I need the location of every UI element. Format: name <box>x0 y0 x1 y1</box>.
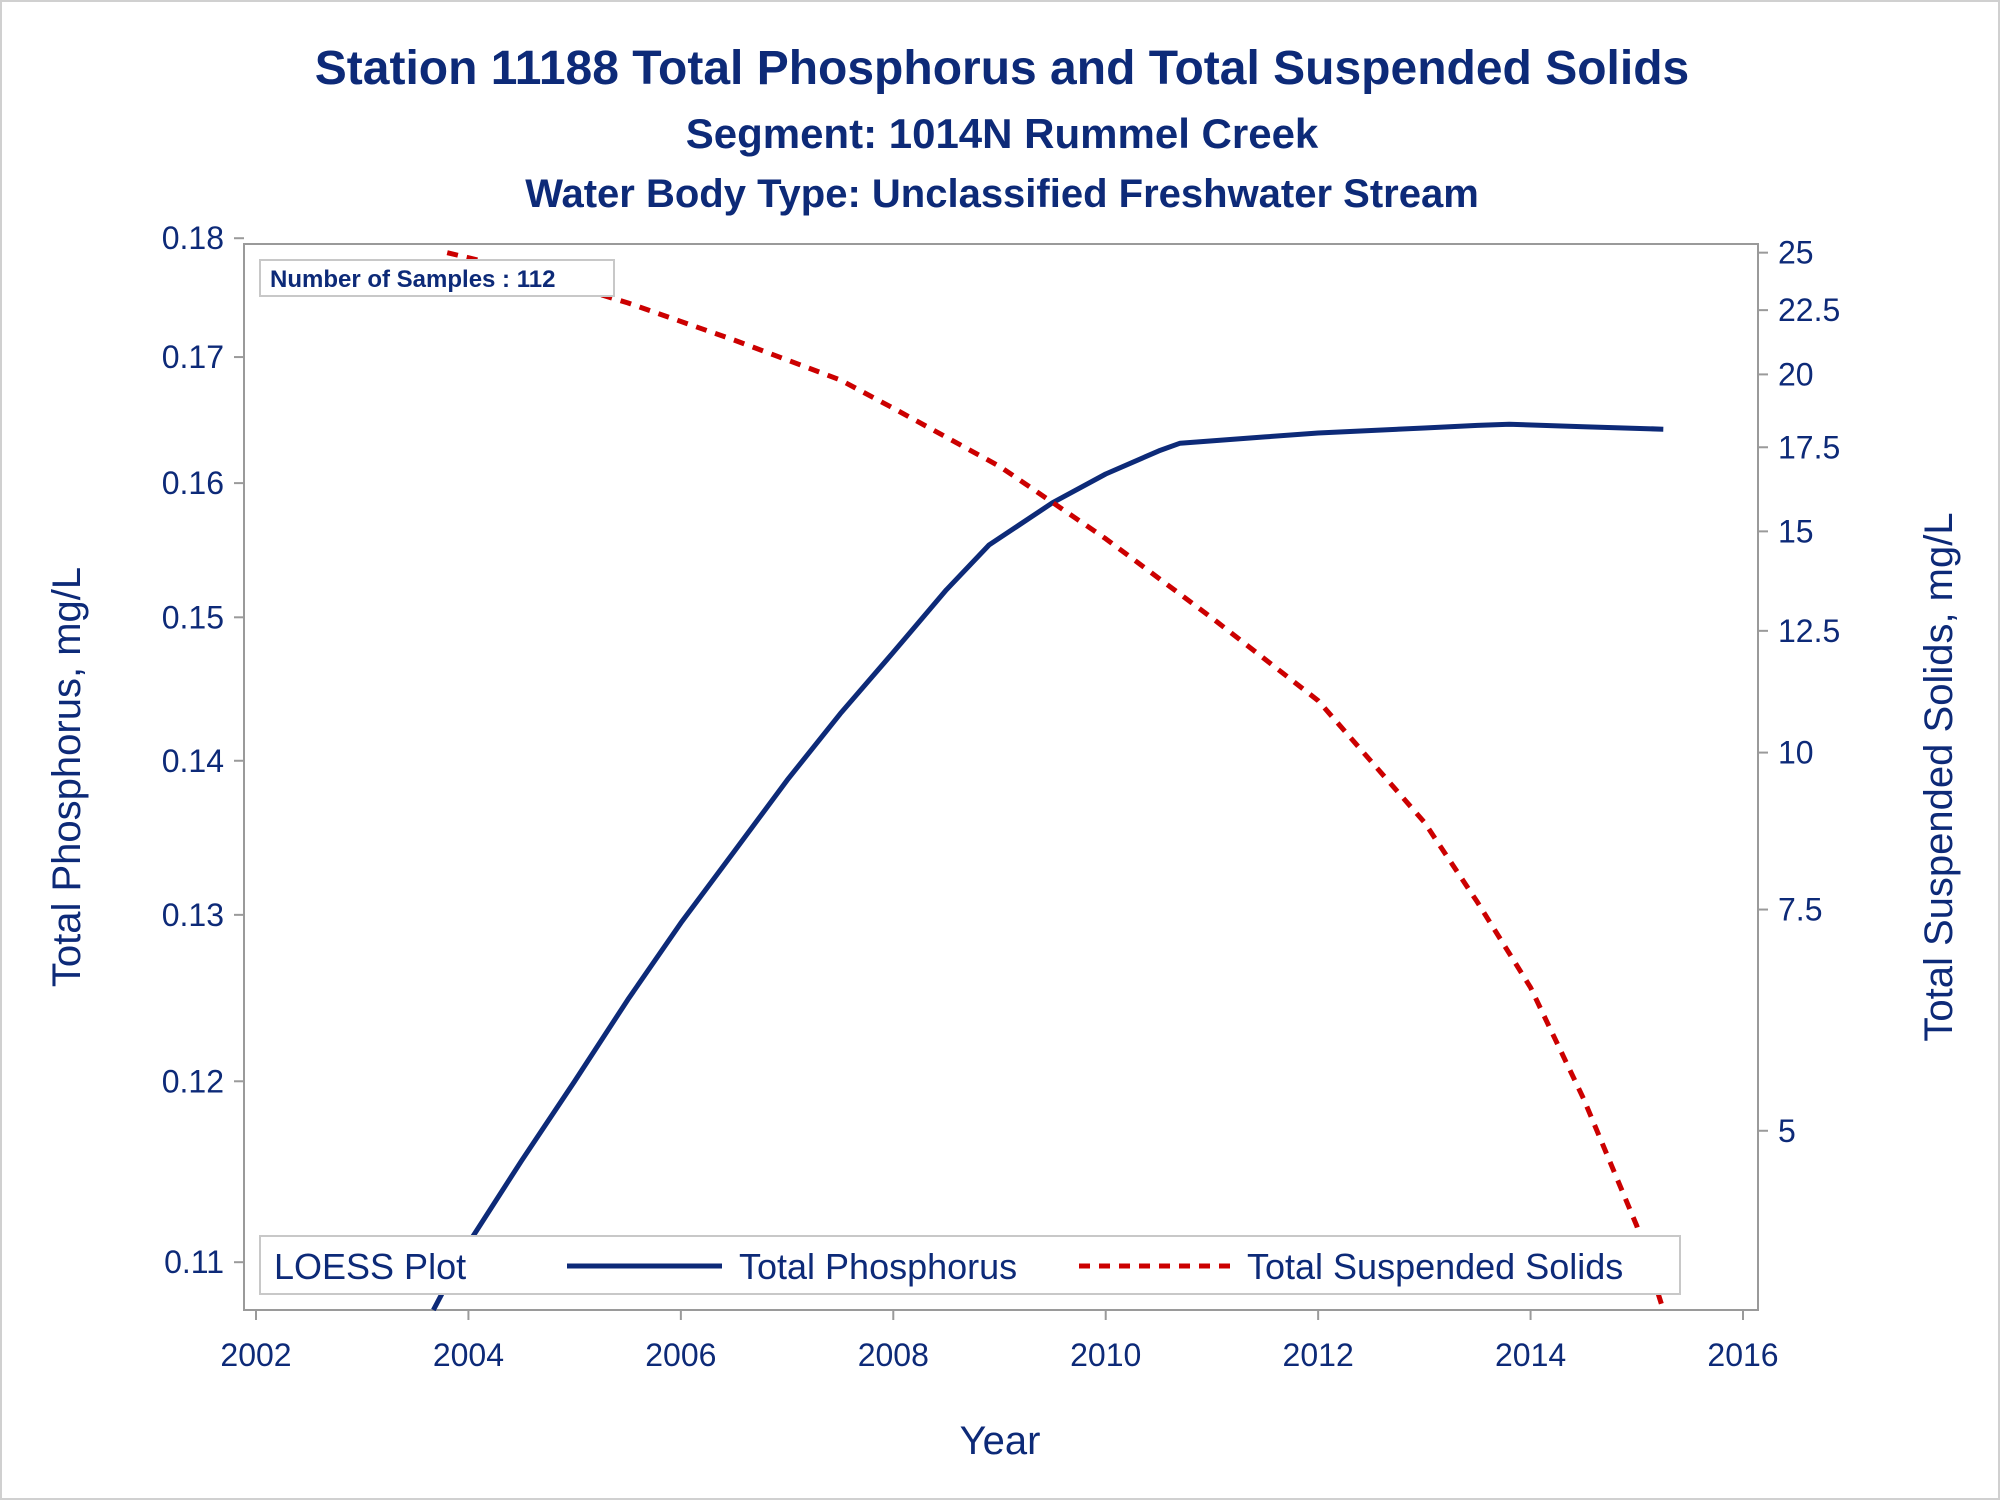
y-axis-left-label: Total Phosphorus, mg/L <box>45 567 89 987</box>
y-tick-label: 0.14 <box>162 743 224 779</box>
x-tick-label: 2008 <box>858 1337 929 1373</box>
legend: LOESS Plot Total Phosphorus Total Suspen… <box>259 1235 1681 1295</box>
x-tick-label: 2012 <box>1283 1337 1354 1373</box>
sample-count-frame <box>259 259 615 297</box>
y2-tick-label: 15 <box>1778 513 1814 549</box>
chart-title: Station 11188 Total Phosphorus and Total… <box>315 42 1689 95</box>
chart-subtitle: Segment: 1014N Rummel Creek <box>686 110 1319 157</box>
y2-tick-label: 25 <box>1778 235 1814 271</box>
x-axis: 2002 2004 2006 2008 2010 2012 2014 2016 <box>220 1309 1779 1373</box>
x-tick-label: 2004 <box>433 1337 504 1373</box>
y-tick-label: 0.18 <box>162 220 224 256</box>
legend-title: LOESS Plot <box>274 1246 466 1287</box>
y2-tick-label: 12.5 <box>1778 613 1840 649</box>
legend-label-total-suspended-solids: Total Suspended Solids <box>1247 1246 1623 1287</box>
y2-tick-label: 17.5 <box>1778 429 1840 465</box>
y-axis-right-label: Total Suspended Solids, mg/L <box>1917 512 1961 1041</box>
plot-area-border <box>243 243 1759 1311</box>
chart-subtitle-2: Water Body Type: Unclassified Freshwater… <box>525 172 1479 216</box>
x-axis-label: Year <box>960 1419 1041 1463</box>
y2-tick-label: 7.5 <box>1778 892 1822 928</box>
y2-tick-label: 20 <box>1778 356 1814 392</box>
y-tick-label: 0.15 <box>162 599 224 635</box>
x-tick-label: 2006 <box>645 1337 716 1373</box>
x-tick-label: 2016 <box>1707 1337 1778 1373</box>
series-layer <box>431 250 1666 1312</box>
y2-tick-label: 10 <box>1778 735 1814 771</box>
y2-tick-label: 22.5 <box>1778 292 1840 328</box>
y-tick-label: 0.12 <box>162 1063 224 1099</box>
sample-count-label: Number of Samples : 112 <box>270 266 555 293</box>
x-tick-label: 2010 <box>1070 1337 1141 1373</box>
series-line-total-phosphorus <box>431 421 1664 1312</box>
y-axis-right: 5 7.5 10 12.5 15 17.5 20 22.5 25 <box>1757 235 1840 1310</box>
series-line-total-suspended-solids <box>446 250 1666 1311</box>
y-tick-label: 0.13 <box>162 897 224 933</box>
sample-count-box: Number of Samples : 112 <box>259 259 615 297</box>
x-tick-label: 2014 <box>1495 1337 1566 1373</box>
legend-label-total-phosphorus: Total Phosphorus <box>739 1246 1017 1287</box>
y2-tick-label: 5 <box>1778 1113 1796 1149</box>
x-tick-label: 2002 <box>220 1337 291 1373</box>
y-tick-label: 0.11 <box>164 1244 224 1280</box>
legend-frame <box>259 1235 1681 1295</box>
y-tick-label: 0.17 <box>162 339 224 375</box>
y-axis-left: 0.11 0.12 0.13 0.14 0.15 0.16 0.17 0.18 <box>162 220 245 1310</box>
y-tick-label: 0.16 <box>162 465 224 501</box>
